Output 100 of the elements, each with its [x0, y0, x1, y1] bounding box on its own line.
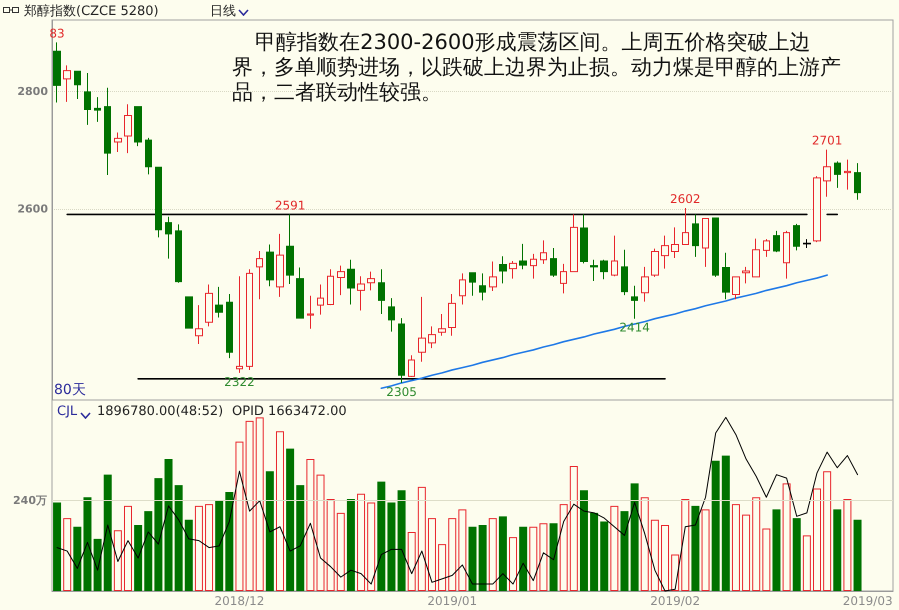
bar — [792, 518, 801, 591]
candlestick — [752, 238, 760, 278]
candlestick — [246, 268, 253, 370]
candlestick — [773, 230, 780, 253]
candlestick — [600, 259, 608, 280]
bar — [640, 497, 649, 591]
bar — [833, 509, 842, 591]
candlestick — [215, 286, 223, 318]
candlestick — [438, 313, 446, 336]
bar — [346, 498, 355, 591]
candlestick — [286, 214, 294, 284]
candlestick — [367, 271, 375, 291]
candlestick — [428, 326, 436, 349]
bar — [114, 530, 122, 591]
candlestick — [469, 272, 476, 296]
annotation: 2305 — [386, 384, 417, 399]
candlestick — [104, 87, 111, 176]
bar — [124, 506, 132, 591]
candlestick — [388, 298, 395, 332]
bar — [539, 523, 548, 591]
bar — [246, 420, 254, 591]
candlestick — [114, 132, 122, 152]
annotation: 80天 — [54, 381, 86, 399]
bar — [316, 474, 325, 591]
bar — [813, 488, 822, 591]
bar — [691, 506, 700, 591]
bar — [732, 504, 740, 591]
candlestick — [175, 224, 182, 284]
bar — [600, 522, 608, 591]
candlestick — [763, 238, 770, 258]
y-tick-label: 2600 — [17, 202, 48, 216]
candlestick — [823, 149, 831, 198]
bar — [458, 509, 466, 591]
ref-line-label: 240万 — [13, 494, 47, 508]
bar — [610, 506, 618, 591]
candlestick — [155, 166, 162, 238]
candlestick — [641, 266, 649, 302]
bar — [802, 535, 811, 591]
candlestick — [84, 72, 91, 126]
bar — [661, 525, 670, 591]
candlestick — [621, 249, 628, 296]
bar — [468, 526, 476, 591]
bar — [762, 528, 770, 591]
candlestick — [307, 295, 314, 330]
bar — [184, 520, 193, 591]
x-tick-label: 2019/02 — [650, 594, 700, 608]
bar — [194, 506, 203, 591]
annotation: 1896780.00(48:52) — [97, 404, 224, 419]
candlestick — [459, 272, 466, 306]
bar — [357, 494, 366, 591]
bar — [73, 526, 82, 591]
bar — [671, 554, 680, 591]
bar — [205, 504, 214, 591]
bar — [387, 502, 396, 591]
annotation: 83 — [49, 26, 65, 40]
candlestick — [682, 207, 689, 245]
candlestick — [844, 159, 851, 190]
bar — [509, 537, 518, 591]
candlestick — [489, 261, 497, 292]
bar — [296, 485, 304, 591]
candlestick — [702, 218, 709, 268]
annotation: 2701 — [812, 134, 842, 148]
candlestick — [580, 214, 588, 264]
bar — [266, 471, 274, 591]
annotation: 2591 — [274, 198, 306, 212]
candlestick — [317, 284, 324, 316]
annotation: 2602 — [670, 192, 701, 206]
text: 甲醇指数在2300-2600形成震荡区间。上周五价格突破上边界，多单顺势进场，以跌破上边界为止损。动力煤是甲醇的上游产品，二者联动性较强。 — [232, 30, 842, 105]
bar — [712, 460, 720, 591]
candlestick — [671, 226, 679, 259]
bar — [164, 459, 173, 591]
bar — [256, 417, 264, 591]
bar — [63, 518, 72, 591]
candlestick — [145, 137, 152, 175]
candlestick — [479, 272, 486, 301]
candlestick — [74, 70, 81, 100]
candlestick — [195, 304, 203, 345]
bar — [570, 466, 578, 591]
bar — [843, 498, 852, 591]
bar — [276, 431, 284, 591]
chart-title: CJL — [57, 404, 78, 419]
bar — [408, 532, 416, 591]
candlestick — [570, 214, 578, 272]
candlestick — [732, 276, 740, 300]
y-tick-label: 2800 — [17, 84, 48, 98]
candlestick — [803, 238, 811, 248]
candlestick — [651, 248, 659, 278]
candlestick — [712, 217, 719, 278]
x-tick-label: 2019/03 — [842, 594, 893, 608]
bar — [225, 492, 234, 591]
bar — [752, 497, 760, 591]
bar — [215, 500, 224, 591]
candlestick — [854, 162, 861, 200]
bar — [722, 456, 730, 591]
candlestick — [327, 268, 334, 306]
chart-title: 郑醇指数(CZCE 5280) — [24, 3, 159, 20]
bar — [681, 498, 690, 591]
candlestick — [205, 284, 213, 327]
bar — [83, 497, 92, 591]
candlestick — [540, 240, 547, 264]
